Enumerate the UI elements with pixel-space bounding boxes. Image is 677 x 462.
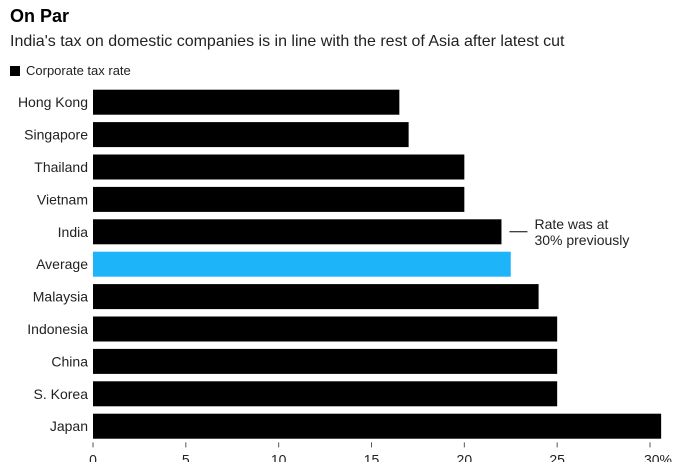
category-label: Hong Kong <box>18 94 88 110</box>
chart-subtitle: India's tax on domestic companies is in … <box>10 33 565 50</box>
category-label: India <box>58 224 89 240</box>
category-label: Thailand <box>34 159 88 175</box>
x-tick-label: 5 <box>182 451 190 462</box>
bar-indonesia <box>93 316 558 342</box>
category-label: Vietnam <box>37 191 88 207</box>
x-tick-label: 20 <box>457 451 473 462</box>
bar-malaysia <box>93 284 539 310</box>
bar-india <box>93 219 502 245</box>
x-tick-label: 15 <box>364 451 380 462</box>
x-tick-label: 30% <box>644 451 672 462</box>
bar-hong-kong <box>93 89 400 115</box>
bar-china <box>93 348 558 374</box>
bar-vietnam <box>93 186 465 212</box>
legend-swatch <box>10 65 20 76</box>
chart-title: On Par <box>10 6 70 26</box>
x-tick-label: 10 <box>271 451 287 462</box>
annotation-text: Rate was at <box>534 216 608 232</box>
bar-thailand <box>93 154 465 180</box>
category-label: China <box>51 353 88 369</box>
category-label: Malaysia <box>33 289 88 305</box>
bar-japan <box>93 413 662 439</box>
x-tick-label: 0 <box>89 451 97 462</box>
legend-label: Corporate tax rate <box>26 63 131 78</box>
category-label: Japan <box>50 418 88 434</box>
category-label: Average <box>36 256 88 272</box>
legend: Corporate tax rate <box>10 63 131 78</box>
bar-average <box>93 251 511 277</box>
category-label: Indonesia <box>27 321 88 337</box>
category-label: Singapore <box>24 127 88 143</box>
bar-s-korea <box>93 381 558 407</box>
annotation-text: 30% previously <box>534 232 629 248</box>
bar-singapore <box>93 122 409 148</box>
x-tick-label: 25 <box>549 451 565 462</box>
category-label: S. Korea <box>34 386 89 402</box>
